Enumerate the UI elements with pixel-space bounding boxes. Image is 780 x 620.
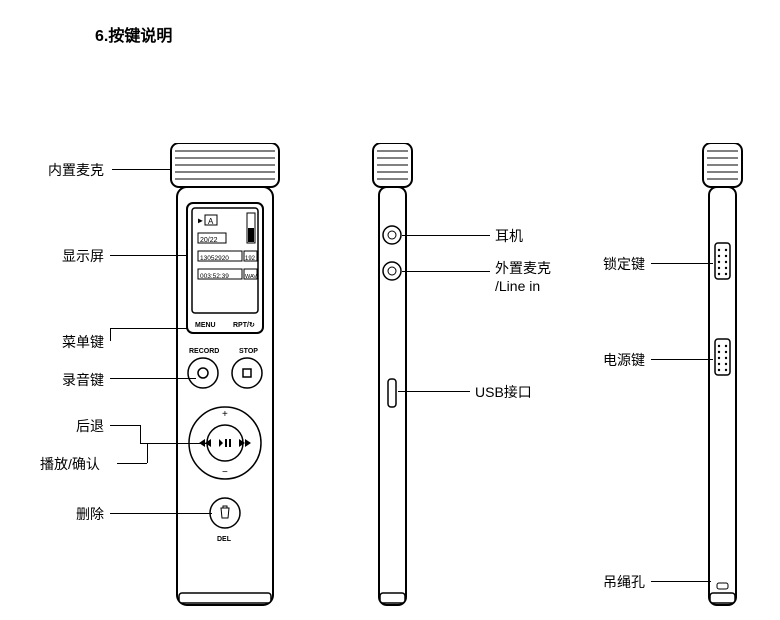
callout-display: 显示屏 xyxy=(62,246,104,266)
callout-record-key: 录音键 xyxy=(62,370,104,390)
leader xyxy=(117,463,147,464)
callout-usb: USB接口 xyxy=(475,382,532,402)
section-title: 6.按键说明 xyxy=(95,22,172,46)
svg-text:−: − xyxy=(222,467,228,478)
svg-text:RPT/↻: RPT/↻ xyxy=(233,322,255,329)
svg-text:WAV: WAV xyxy=(245,274,257,280)
device-side-switches xyxy=(695,143,750,613)
svg-text:MENU: MENU xyxy=(195,322,216,329)
callout-play-ok: 播放/确认 xyxy=(40,454,100,474)
callout-lanyard-hole: 吊绳孔 xyxy=(603,572,645,592)
leader xyxy=(402,235,490,236)
leader xyxy=(147,443,148,463)
svg-text:13052920: 13052920 xyxy=(200,255,229,262)
svg-text:192: 192 xyxy=(245,256,256,262)
callout-headphone: 耳机 xyxy=(495,226,523,246)
callout-menu-key: 菜单键 xyxy=(62,332,104,352)
leader xyxy=(651,581,711,582)
callout-line-in: /Line in xyxy=(495,278,540,294)
leader xyxy=(110,378,196,379)
leader xyxy=(398,391,470,392)
callout-back: 后退 xyxy=(76,416,104,436)
leader xyxy=(651,359,713,360)
device-side-jacks xyxy=(365,143,420,613)
leader xyxy=(110,513,212,514)
svg-text:▶: ▶ xyxy=(198,216,203,225)
callout-lock-key: 锁定键 xyxy=(603,254,645,274)
svg-text:+: + xyxy=(222,409,228,420)
svg-text:DEL: DEL xyxy=(217,536,232,543)
leader xyxy=(110,255,188,256)
leader xyxy=(140,425,141,443)
leader xyxy=(112,169,170,170)
svg-text:RECORD: RECORD xyxy=(189,348,219,355)
callout-builtin-mic: 内置麦克 xyxy=(48,160,104,180)
leader xyxy=(147,443,210,444)
svg-text:A: A xyxy=(208,217,214,226)
svg-text:003:52:39: 003:52:39 xyxy=(200,273,229,280)
svg-text:STOP: STOP xyxy=(239,348,258,355)
callout-delete: 删除 xyxy=(76,504,104,524)
callout-ext-mic: 外置麦克 xyxy=(495,258,551,278)
callout-power-key: 电源键 xyxy=(603,350,645,370)
leader xyxy=(110,328,111,341)
leader xyxy=(651,263,713,264)
svg-text:20/22: 20/22 xyxy=(200,237,218,244)
leader xyxy=(402,271,490,272)
leader xyxy=(110,425,140,426)
leader xyxy=(110,328,188,329)
